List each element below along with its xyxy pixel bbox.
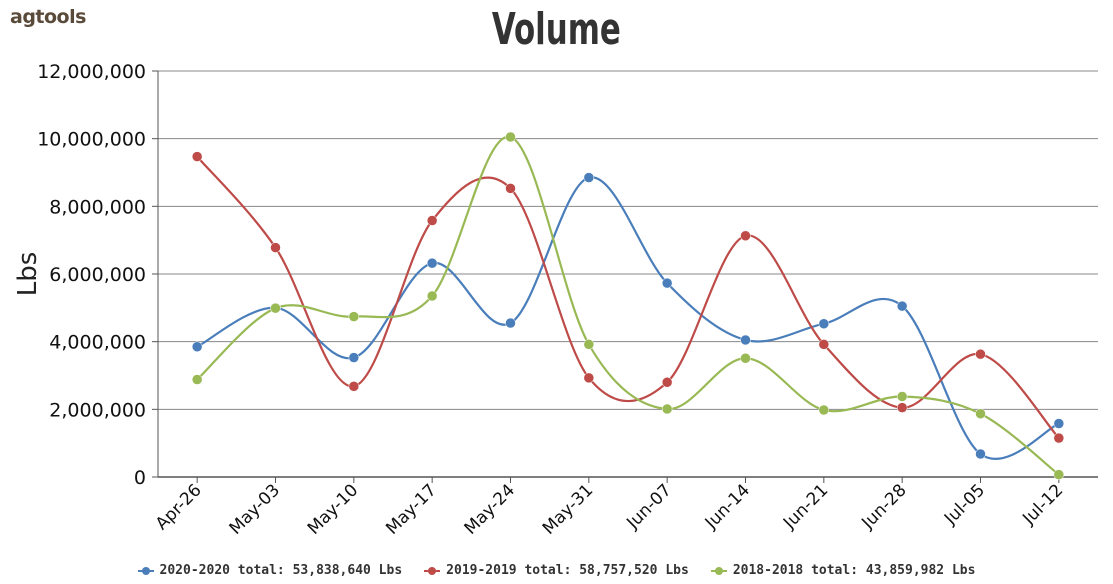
x-tick-label: May-10: [304, 480, 362, 538]
data-point-series-2: [505, 131, 516, 143]
series-line-2: [196, 135, 1060, 476]
data-point-series-0: [426, 257, 438, 269]
data-point-series-0: [661, 277, 673, 289]
data-point-series-0: [505, 317, 516, 329]
axes: [152, 70, 1098, 483]
data-point-series-2: [191, 374, 203, 385]
data-point-series-0: [583, 172, 595, 183]
legend-label-2018: 2018-2018 total: 43,859,982 Lbs: [732, 563, 976, 578]
data-point-series-0: [975, 448, 986, 460]
data-point-series-1: [740, 230, 751, 242]
data-point-series-1: [975, 348, 986, 360]
y-tick-label: 4,000,000: [49, 332, 146, 354]
grid-lines: [158, 70, 1098, 410]
x-tick-labels: Apr-26 May-03 May-10 May-17 May-24 May-31 Jun-…: [152, 480, 1067, 538]
data-point-series-1: [191, 151, 203, 162]
data-point-series-2: [740, 352, 751, 364]
x-tick-label: May-03: [226, 480, 284, 538]
data-point-series-0: [818, 318, 830, 329]
data-point-series-1: [505, 183, 516, 194]
legend-swatch-2018: [710, 565, 727, 577]
data-point-series-2: [270, 302, 281, 314]
series-points: [191, 131, 1065, 480]
data-point-series-0: [1053, 418, 1065, 429]
x-tick-label: Apr-26: [152, 480, 206, 534]
y-tick-label: 10,000,000: [37, 129, 146, 151]
data-point-series-1: [426, 215, 438, 226]
data-point-series-1: [818, 339, 830, 350]
y-axis-label: Lbs: [13, 252, 43, 297]
agtools-logo: agtools: [10, 6, 86, 28]
legend-swatch-2019: [424, 565, 441, 577]
legend-swatch-2020: [137, 565, 154, 577]
y-tick-labels: 0 2,000,000 4,000,000 6,000,000 8,000,000 10,…: [37, 61, 146, 489]
data-point-series-1: [896, 402, 908, 413]
chart-title: Volume: [491, 4, 621, 55]
series-line-0: [196, 176, 1060, 460]
x-tick-label: Jun-28: [857, 480, 910, 533]
x-tick-label: May-17: [382, 480, 440, 538]
data-point-series-2: [348, 311, 360, 322]
x-tick-label: Jun-21: [779, 480, 832, 533]
legend-item-2019[interactable]: 2019-2019 total: 58,757,520 Lbs: [424, 563, 689, 578]
data-point-series-0: [348, 352, 360, 363]
data-point-series-2: [583, 339, 595, 350]
y-tick-label: 12,000,000: [37, 61, 146, 83]
x-tick-label: Jul-12: [1018, 480, 1067, 529]
x-tick-label: Jun-14: [701, 480, 754, 533]
series-lines: [196, 135, 1060, 476]
data-point-series-1: [348, 381, 360, 392]
y-tick-label: 0: [134, 467, 146, 489]
data-point-series-1: [270, 242, 281, 253]
data-point-series-2: [426, 290, 438, 302]
y-tick-label: 6,000,000: [49, 264, 146, 286]
x-tick-label: Jul-05: [940, 480, 989, 529]
data-point-series-0: [191, 341, 203, 352]
data-point-series-1: [1053, 432, 1065, 444]
data-point-series-2: [975, 408, 986, 419]
data-point-series-1: [661, 377, 673, 388]
data-point-series-2: [661, 403, 673, 415]
legend-item-2020[interactable]: 2020-2020 total: 53,838,640 Lbs: [137, 563, 403, 578]
legend-item-2018[interactable]: 2018-2018 total: 43,859,982 Lbs: [710, 563, 976, 578]
x-tick-label: May-24: [461, 480, 519, 538]
legend: 2020-2020 total: 53,838,640 Lbs 2019-201…: [0, 563, 1113, 578]
x-tick-label: Jun-07: [622, 480, 675, 533]
y-tick-label: 8,000,000: [49, 196, 146, 218]
data-point-series-0: [896, 300, 908, 312]
data-point-series-2: [896, 391, 908, 402]
data-point-series-1: [583, 372, 595, 384]
volume-chart: 0 2,000,000 4,000,000 6,000,000 8,000,000 10,…: [13, 61, 1098, 539]
x-tick-label: May-31: [539, 480, 597, 538]
legend-label-2020: 2020-2020 total: 53,838,640 Lbs: [159, 563, 403, 578]
y-tick-label: 2,000,000: [49, 399, 146, 421]
series-line-1: [196, 155, 1060, 439]
data-point-series-0: [740, 334, 751, 346]
legend-label-2019: 2019-2019 total: 58,757,520 Lbs: [446, 563, 689, 578]
data-point-series-2: [818, 404, 830, 416]
data-point-series-2: [1053, 469, 1065, 480]
